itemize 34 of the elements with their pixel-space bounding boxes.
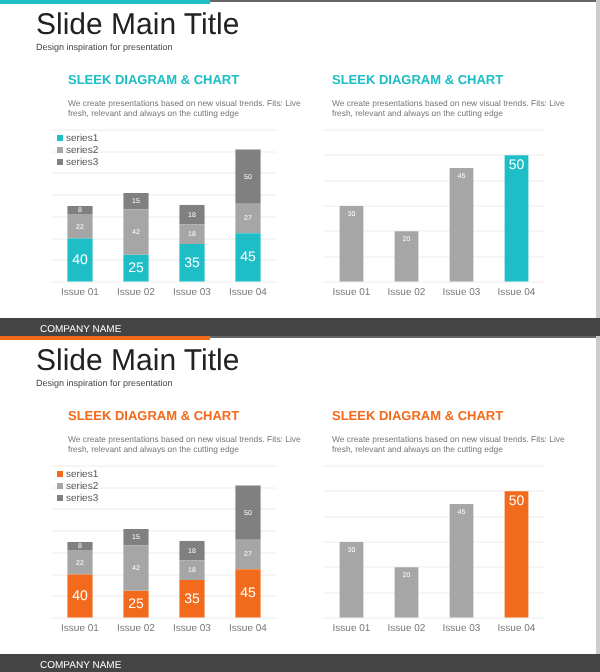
bar	[449, 504, 474, 618]
bar	[123, 209, 149, 255]
bar	[394, 231, 419, 282]
bar	[179, 224, 205, 244]
bar	[504, 155, 529, 282]
bar	[235, 569, 261, 618]
bar	[179, 244, 205, 282]
bar	[504, 491, 529, 618]
bar	[123, 590, 149, 618]
bar	[394, 567, 419, 618]
bar	[67, 214, 93, 239]
bar	[67, 206, 93, 215]
bar	[123, 254, 149, 282]
bar	[179, 580, 205, 618]
bar	[449, 168, 474, 282]
bar	[123, 545, 149, 591]
bar	[235, 203, 261, 234]
bar	[235, 485, 261, 540]
bar	[123, 528, 149, 546]
bar	[67, 542, 93, 551]
bar	[339, 542, 364, 618]
bar	[67, 238, 93, 282]
text: Slide Main Title	[36, 344, 240, 378]
bar	[179, 204, 205, 225]
bar	[67, 550, 93, 575]
text: Slide Main Title	[36, 8, 240, 42]
bar	[339, 206, 364, 282]
bar	[235, 539, 261, 570]
bar	[179, 560, 205, 580]
bar	[123, 192, 149, 210]
bar	[179, 540, 205, 561]
bar	[67, 574, 93, 618]
bar	[235, 233, 261, 282]
bar	[235, 149, 261, 204]
